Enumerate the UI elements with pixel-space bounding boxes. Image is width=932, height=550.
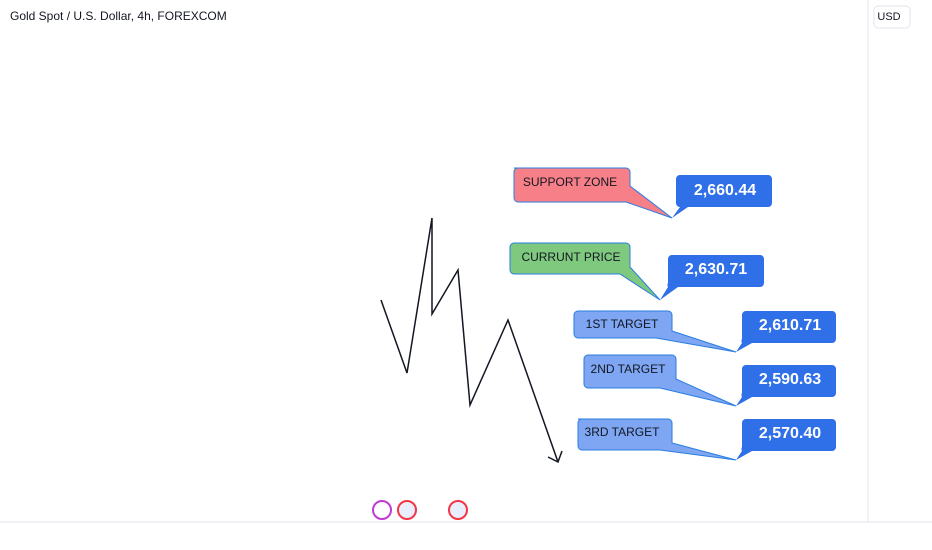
callout-text: SUPPORT ZONE [523,175,617,189]
chart-title: Gold Spot / U.S. Dollar, 4h, FOREXCOM [10,9,227,23]
event-icons [372,500,468,520]
callout-text: 1ST TARGET [586,317,659,331]
callout: 3RD TARGET 2,570.40 [577,418,836,461]
callout: CURRUNT PRICE 2,630.71 [509,242,764,301]
callout-text: CURRUNT PRICE [521,250,620,264]
callout: 1ST TARGET 2,610.71 [573,310,836,353]
currency: USD [877,11,900,23]
zigzag-projection [380,217,559,463]
arrow-head [547,450,563,464]
callout-price: 2,590.63 [759,371,821,388]
callout-text: 3RD TARGET [585,425,661,439]
callout-price: 2,610.71 [759,317,821,334]
callout-price: 2,660.44 [694,182,756,199]
callout: SUPPORT ZONE 2,660.44 [513,167,772,219]
callout-price: 2,570.40 [759,425,821,442]
callout-text: 2ND TARGET [591,362,667,376]
callout-price: 2,630.71 [685,261,747,278]
currency-button[interactable] [873,5,911,29]
callout: 2ND TARGET 2,590.63 [583,354,836,407]
